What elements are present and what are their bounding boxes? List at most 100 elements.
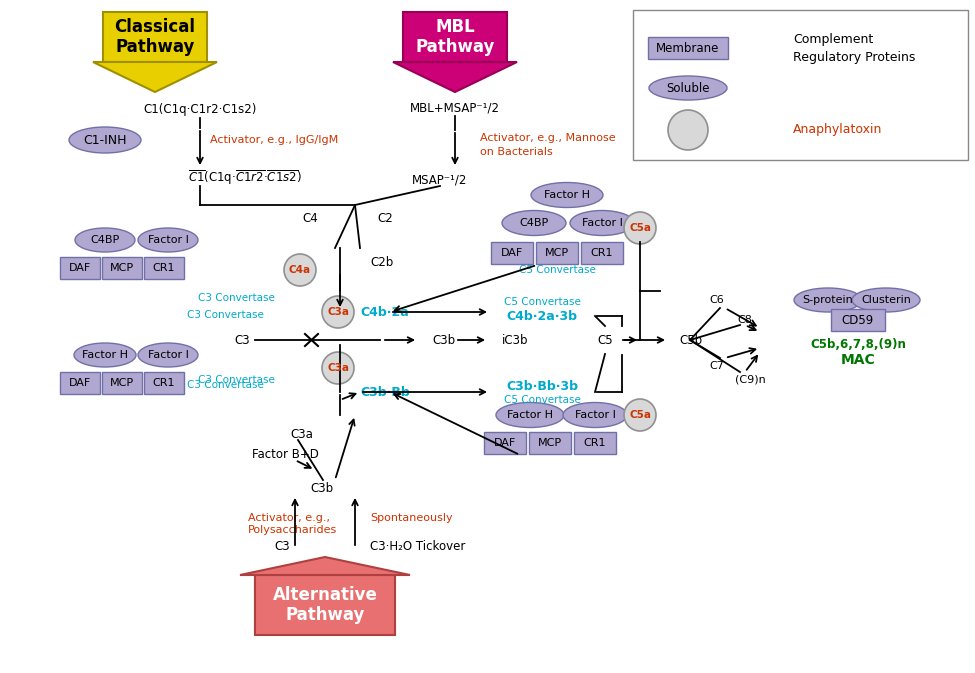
Text: C3 Convertase: C3 Convertase xyxy=(198,375,275,385)
Text: MSAP⁻¹/2: MSAP⁻¹/2 xyxy=(412,174,468,186)
Text: C4: C4 xyxy=(302,211,318,225)
Text: C3 Convertase: C3 Convertase xyxy=(187,380,264,390)
Ellipse shape xyxy=(624,399,656,431)
Polygon shape xyxy=(393,62,517,92)
Ellipse shape xyxy=(502,211,566,236)
Ellipse shape xyxy=(794,288,862,312)
Text: Activator, e.g.,: Activator, e.g., xyxy=(248,513,330,523)
Ellipse shape xyxy=(852,288,920,312)
FancyBboxPatch shape xyxy=(491,242,533,264)
Text: CR1: CR1 xyxy=(153,263,175,273)
Text: Polysaccharides: Polysaccharides xyxy=(248,525,337,535)
FancyBboxPatch shape xyxy=(633,10,968,160)
Text: Clusterin: Clusterin xyxy=(861,295,911,305)
Text: MCP: MCP xyxy=(545,248,569,258)
Ellipse shape xyxy=(69,127,141,153)
Text: iC3b: iC3b xyxy=(502,334,528,347)
Text: C2b: C2b xyxy=(370,256,394,269)
Ellipse shape xyxy=(322,352,354,384)
Ellipse shape xyxy=(138,343,198,367)
Text: Membrane: Membrane xyxy=(656,42,720,55)
Ellipse shape xyxy=(496,402,564,427)
Text: DAF: DAF xyxy=(501,248,524,258)
Text: MCP: MCP xyxy=(110,378,135,388)
Text: (C9)n: (C9)n xyxy=(734,375,765,385)
Text: C8: C8 xyxy=(737,315,753,325)
FancyBboxPatch shape xyxy=(60,372,100,394)
Text: MCP: MCP xyxy=(538,438,562,448)
Text: Factor H: Factor H xyxy=(544,190,590,200)
FancyBboxPatch shape xyxy=(102,372,142,394)
Text: C4b·2a·3b: C4b·2a·3b xyxy=(506,310,577,322)
Ellipse shape xyxy=(138,228,198,252)
Text: S-protein: S-protein xyxy=(802,295,853,305)
Text: C5a: C5a xyxy=(629,410,651,420)
Ellipse shape xyxy=(322,296,354,328)
Text: C3: C3 xyxy=(274,540,290,553)
Ellipse shape xyxy=(74,343,136,367)
Text: C2: C2 xyxy=(377,211,393,225)
Text: C3a: C3a xyxy=(327,363,349,373)
FancyBboxPatch shape xyxy=(102,257,142,279)
Text: CD59: CD59 xyxy=(841,314,875,326)
Text: CR1: CR1 xyxy=(584,438,606,448)
Text: C3a: C3a xyxy=(290,429,313,441)
Text: MBL
Pathway: MBL Pathway xyxy=(415,17,494,57)
Text: Factor I: Factor I xyxy=(574,410,615,420)
Text: C4b·2a: C4b·2a xyxy=(360,306,409,318)
Ellipse shape xyxy=(649,76,727,100)
Text: Alternative
Pathway: Alternative Pathway xyxy=(273,586,377,625)
Text: Classical
Pathway: Classical Pathway xyxy=(114,17,196,57)
Text: CR1: CR1 xyxy=(591,248,613,258)
Ellipse shape xyxy=(531,182,603,207)
Text: Factor H: Factor H xyxy=(82,350,128,360)
Text: on Bacterials: on Bacterials xyxy=(480,147,553,157)
FancyBboxPatch shape xyxy=(574,432,616,454)
FancyBboxPatch shape xyxy=(581,242,623,264)
Ellipse shape xyxy=(624,212,656,244)
Text: Factor B+D: Factor B+D xyxy=(252,448,319,462)
Text: Regulatory Proteins: Regulatory Proteins xyxy=(793,52,916,65)
Text: DAF: DAF xyxy=(69,378,91,388)
FancyBboxPatch shape xyxy=(144,372,184,394)
Text: C4a: C4a xyxy=(289,265,311,275)
Text: C3a: C3a xyxy=(327,307,349,317)
Polygon shape xyxy=(240,557,410,575)
Text: MBL+MSAP⁻¹/2: MBL+MSAP⁻¹/2 xyxy=(410,102,500,114)
Text: C7: C7 xyxy=(710,361,724,371)
Text: MAC: MAC xyxy=(840,353,876,367)
Ellipse shape xyxy=(668,110,708,150)
Text: C3: C3 xyxy=(234,334,250,347)
Ellipse shape xyxy=(563,402,627,427)
Text: C3 Convertase: C3 Convertase xyxy=(187,310,264,320)
Ellipse shape xyxy=(284,254,316,286)
Text: C5a: C5a xyxy=(629,223,651,233)
Text: C1(C1q·C1r2·C1s2): C1(C1q·C1r2·C1s2) xyxy=(143,104,256,116)
FancyBboxPatch shape xyxy=(103,12,207,62)
Text: C4BP: C4BP xyxy=(91,235,120,245)
Text: C3b: C3b xyxy=(310,481,333,495)
Text: C5 Convertase: C5 Convertase xyxy=(503,297,580,307)
Polygon shape xyxy=(93,62,217,92)
Text: C3 Convertase: C3 Convertase xyxy=(198,293,275,303)
Text: Anaphylatoxin: Anaphylatoxin xyxy=(793,124,882,137)
Text: C3b·Bb: C3b·Bb xyxy=(360,386,409,398)
Text: C3b: C3b xyxy=(432,334,455,347)
FancyBboxPatch shape xyxy=(484,432,526,454)
FancyBboxPatch shape xyxy=(831,309,885,331)
Text: Complement: Complement xyxy=(793,34,874,46)
Text: C3·H₂O Tickover: C3·H₂O Tickover xyxy=(370,540,465,553)
Text: MCP: MCP xyxy=(110,263,135,273)
FancyBboxPatch shape xyxy=(403,12,507,62)
Text: C5: C5 xyxy=(597,334,613,347)
Text: Spontaneously: Spontaneously xyxy=(370,513,452,523)
Text: C6: C6 xyxy=(710,295,724,305)
Text: Activator, e.g., IgG/IgM: Activator, e.g., IgG/IgM xyxy=(210,135,338,145)
FancyBboxPatch shape xyxy=(255,575,395,635)
Text: Soluble: Soluble xyxy=(666,81,710,94)
Ellipse shape xyxy=(570,211,634,236)
Text: Activator, e.g., Mannose: Activator, e.g., Mannose xyxy=(480,133,615,143)
Text: Factor I: Factor I xyxy=(147,350,188,360)
Text: C4BP: C4BP xyxy=(520,218,549,228)
Text: Factor I: Factor I xyxy=(147,235,188,245)
